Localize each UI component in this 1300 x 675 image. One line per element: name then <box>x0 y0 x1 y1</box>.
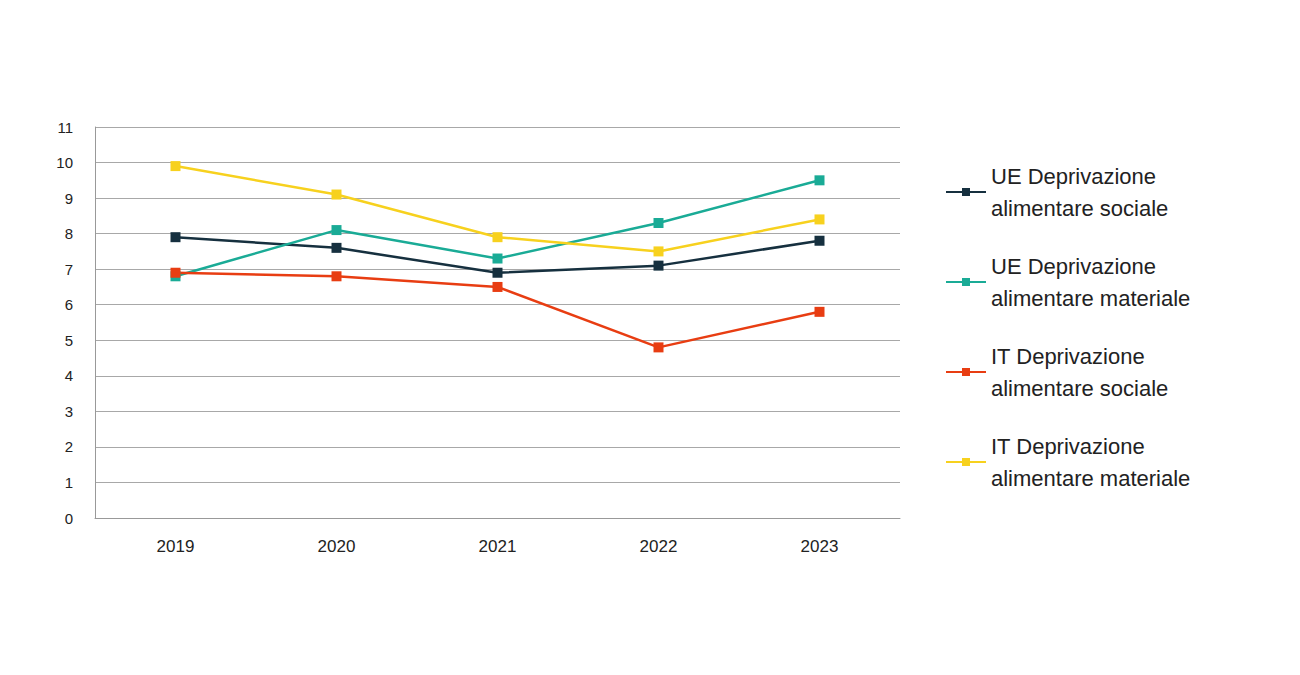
svg-text:alimentare sociale: alimentare sociale <box>991 196 1168 221</box>
svg-text:5: 5 <box>65 332 73 349</box>
svg-text:IT Deprivazione: IT Deprivazione <box>991 344 1145 369</box>
svg-text:2: 2 <box>65 438 73 455</box>
svg-text:UE Deprivazione: UE Deprivazione <box>991 254 1156 279</box>
svg-text:UE Deprivazione: UE Deprivazione <box>991 164 1156 189</box>
svg-text:10: 10 <box>56 154 73 171</box>
svg-text:7: 7 <box>65 261 73 278</box>
svg-text:2019: 2019 <box>157 537 195 556</box>
svg-text:alimentare materiale: alimentare materiale <box>991 286 1190 311</box>
svg-text:2022: 2022 <box>640 537 678 556</box>
svg-text:11: 11 <box>57 119 73 136</box>
svg-text:0: 0 <box>65 510 73 527</box>
svg-text:2023: 2023 <box>801 537 839 556</box>
svg-text:2021: 2021 <box>479 537 517 556</box>
svg-text:8: 8 <box>65 225 73 242</box>
svg-text:4: 4 <box>65 367 73 384</box>
svg-text:IT Deprivazione: IT Deprivazione <box>991 434 1145 459</box>
svg-text:3: 3 <box>65 403 73 420</box>
svg-text:2020: 2020 <box>318 537 356 556</box>
svg-text:6: 6 <box>65 296 73 313</box>
svg-text:9: 9 <box>65 190 73 207</box>
svg-text:alimentare sociale: alimentare sociale <box>991 376 1168 401</box>
svg-text:1: 1 <box>65 474 73 491</box>
svg-text:alimentare materiale: alimentare materiale <box>991 466 1190 491</box>
